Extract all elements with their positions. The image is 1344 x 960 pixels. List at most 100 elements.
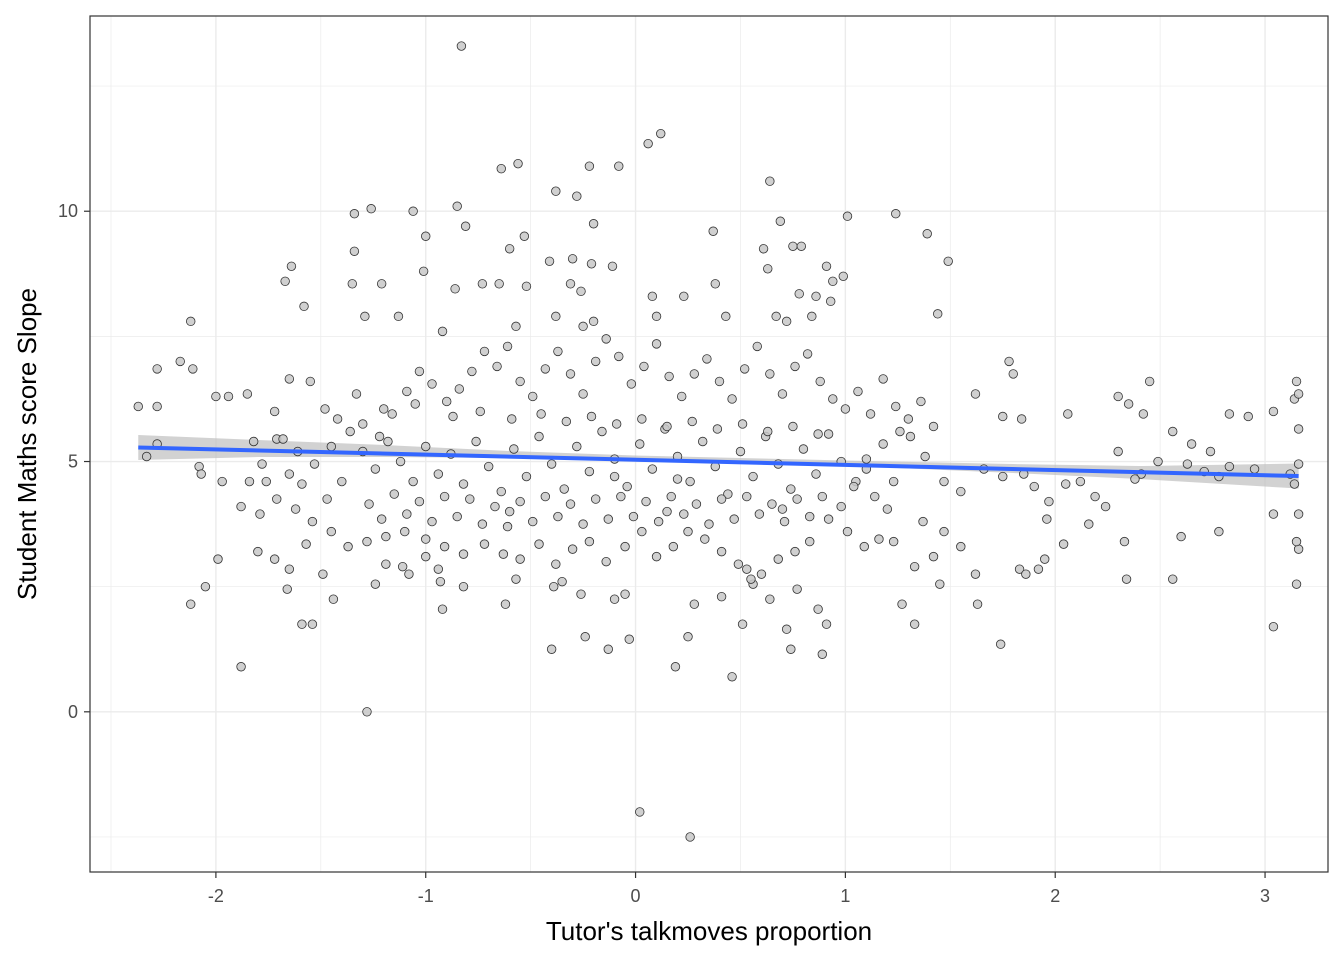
data-point xyxy=(998,411,1008,422)
data-point xyxy=(404,569,414,579)
x-tick-label: -1 xyxy=(418,886,434,906)
data-point xyxy=(641,496,651,507)
x-tick-label: 0 xyxy=(631,886,641,906)
data-point xyxy=(878,439,888,449)
plot-panel xyxy=(89,15,1329,873)
data-point xyxy=(584,161,595,171)
data-point xyxy=(786,484,796,494)
data-point xyxy=(402,386,412,397)
data-point xyxy=(551,311,561,322)
data-point xyxy=(895,426,905,437)
data-point xyxy=(756,569,767,579)
data-point xyxy=(498,549,509,559)
data-point xyxy=(475,406,485,417)
data-point xyxy=(1121,574,1132,584)
data-point xyxy=(590,494,601,504)
data-point xyxy=(1044,496,1054,507)
data-point xyxy=(1224,409,1235,419)
data-point xyxy=(1293,509,1304,519)
data-point xyxy=(1268,622,1279,632)
data-point xyxy=(838,271,848,282)
data-point xyxy=(763,426,773,437)
data-point xyxy=(337,476,347,487)
data-point xyxy=(351,389,362,399)
data-point xyxy=(1268,406,1279,417)
data-points xyxy=(133,41,1304,842)
data-point xyxy=(689,599,700,609)
data-point xyxy=(282,584,292,594)
data-point xyxy=(995,639,1006,649)
data-point xyxy=(897,599,907,609)
data-point xyxy=(683,632,693,642)
data-point xyxy=(972,599,983,609)
data-point xyxy=(1224,461,1235,472)
data-point xyxy=(576,286,586,297)
data-point xyxy=(576,589,586,599)
data-point xyxy=(742,491,752,502)
data-point xyxy=(609,471,620,482)
data-point xyxy=(521,471,532,482)
data-point xyxy=(297,619,307,629)
x-tick-label: 1 xyxy=(840,886,850,906)
data-point xyxy=(1016,414,1027,424)
data-point xyxy=(647,464,658,474)
data-point xyxy=(349,209,360,219)
data-point xyxy=(1008,369,1018,379)
data-point xyxy=(1075,476,1086,487)
y-tick-label: 10 xyxy=(58,201,78,221)
data-point xyxy=(307,516,318,527)
data-point xyxy=(152,401,162,412)
data-point xyxy=(586,259,597,269)
data-point xyxy=(1130,474,1140,484)
data-point xyxy=(421,534,431,544)
data-point xyxy=(788,421,798,432)
data-point xyxy=(805,511,815,522)
data-point xyxy=(811,469,821,479)
data-point xyxy=(297,479,307,489)
data-point xyxy=(565,369,576,379)
data-point xyxy=(588,316,599,327)
data-point xyxy=(452,511,462,522)
data-point xyxy=(909,619,920,629)
data-point xyxy=(624,634,634,644)
data-point xyxy=(878,374,888,384)
data-point xyxy=(395,456,406,467)
data-point xyxy=(393,311,404,322)
data-point xyxy=(1243,411,1253,422)
data-point xyxy=(370,464,381,474)
data-point xyxy=(823,429,834,439)
data-point xyxy=(685,476,695,487)
data-point xyxy=(590,356,601,367)
data-point xyxy=(1249,464,1260,474)
data-point xyxy=(278,434,288,444)
data-point xyxy=(928,551,939,562)
data-point xyxy=(1033,564,1044,574)
data-point xyxy=(1293,424,1304,434)
data-point xyxy=(1029,481,1039,492)
data-point xyxy=(939,476,949,487)
data-point xyxy=(933,309,943,319)
data-point xyxy=(677,391,687,402)
data-point xyxy=(1063,409,1073,419)
data-point xyxy=(483,461,494,472)
data-point xyxy=(790,546,800,557)
data-point xyxy=(421,231,431,241)
data-point xyxy=(815,376,825,387)
data-point xyxy=(916,396,926,407)
data-point xyxy=(765,176,775,186)
data-point xyxy=(727,394,737,404)
data-point xyxy=(754,509,765,519)
data-point xyxy=(716,546,727,557)
data-point xyxy=(794,289,804,299)
data-point xyxy=(651,311,662,322)
data-point xyxy=(494,279,504,289)
data-point xyxy=(370,579,381,589)
data-point xyxy=(381,559,391,569)
data-point xyxy=(471,436,481,447)
data-point xyxy=(578,519,588,529)
data-point xyxy=(402,509,412,519)
y-tick-label: 0 xyxy=(68,702,78,722)
data-point xyxy=(788,241,798,251)
data-point xyxy=(328,594,339,604)
data-point xyxy=(358,419,368,429)
